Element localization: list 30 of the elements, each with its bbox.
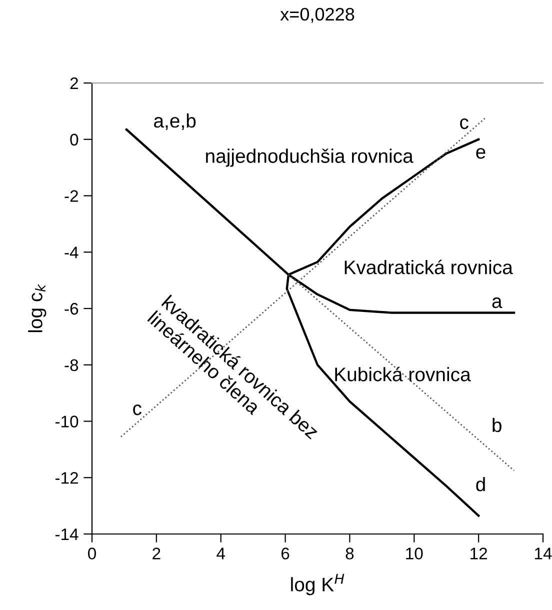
x-tick-label: 6 — [282, 548, 290, 560]
y-tick-label: 0 — [70, 134, 78, 146]
annotation: e — [476, 148, 486, 159]
y-tick-label: -8 — [64, 359, 78, 372]
annotation: Kvadratická rovnica — [344, 260, 513, 274]
y-tick-label: 2 — [70, 77, 78, 90]
annotation: c — [460, 118, 468, 130]
annotation: a,e,b — [154, 113, 196, 130]
x-tick-label: 12 — [470, 548, 488, 560]
y-axis-title: log c$_{k}$ — [28, 284, 46, 332]
annotation: c — [133, 404, 142, 416]
x-tick-label: 14 — [535, 548, 552, 560]
annotation: Kubická rovnica — [335, 366, 471, 382]
x-tick-label: 10 — [406, 548, 423, 560]
y-tick-label: -14 — [55, 528, 78, 540]
annotation: najjednoduchšia rovnica — [206, 148, 414, 167]
x-tick-label: 4 — [216, 548, 226, 560]
x-tick-label: 2 — [152, 548, 160, 560]
annotation: b — [492, 418, 502, 432]
annotation: d — [476, 477, 485, 492]
y-tick-label: -4 — [64, 246, 78, 258]
x-tick-label: 8 — [346, 548, 354, 560]
y-tick-label: -12 — [55, 472, 78, 484]
y-tick-label: -2 — [64, 190, 78, 202]
y-tick-label: -6 — [64, 302, 78, 315]
chart-title: x=0,0228 — [280, 8, 354, 23]
x-tick-label: 0 — [88, 548, 96, 560]
annotation: a — [492, 297, 502, 308]
x-axis-title: log K$^{H}$ — [291, 574, 344, 596]
y-tick-label: -10 — [55, 416, 78, 428]
